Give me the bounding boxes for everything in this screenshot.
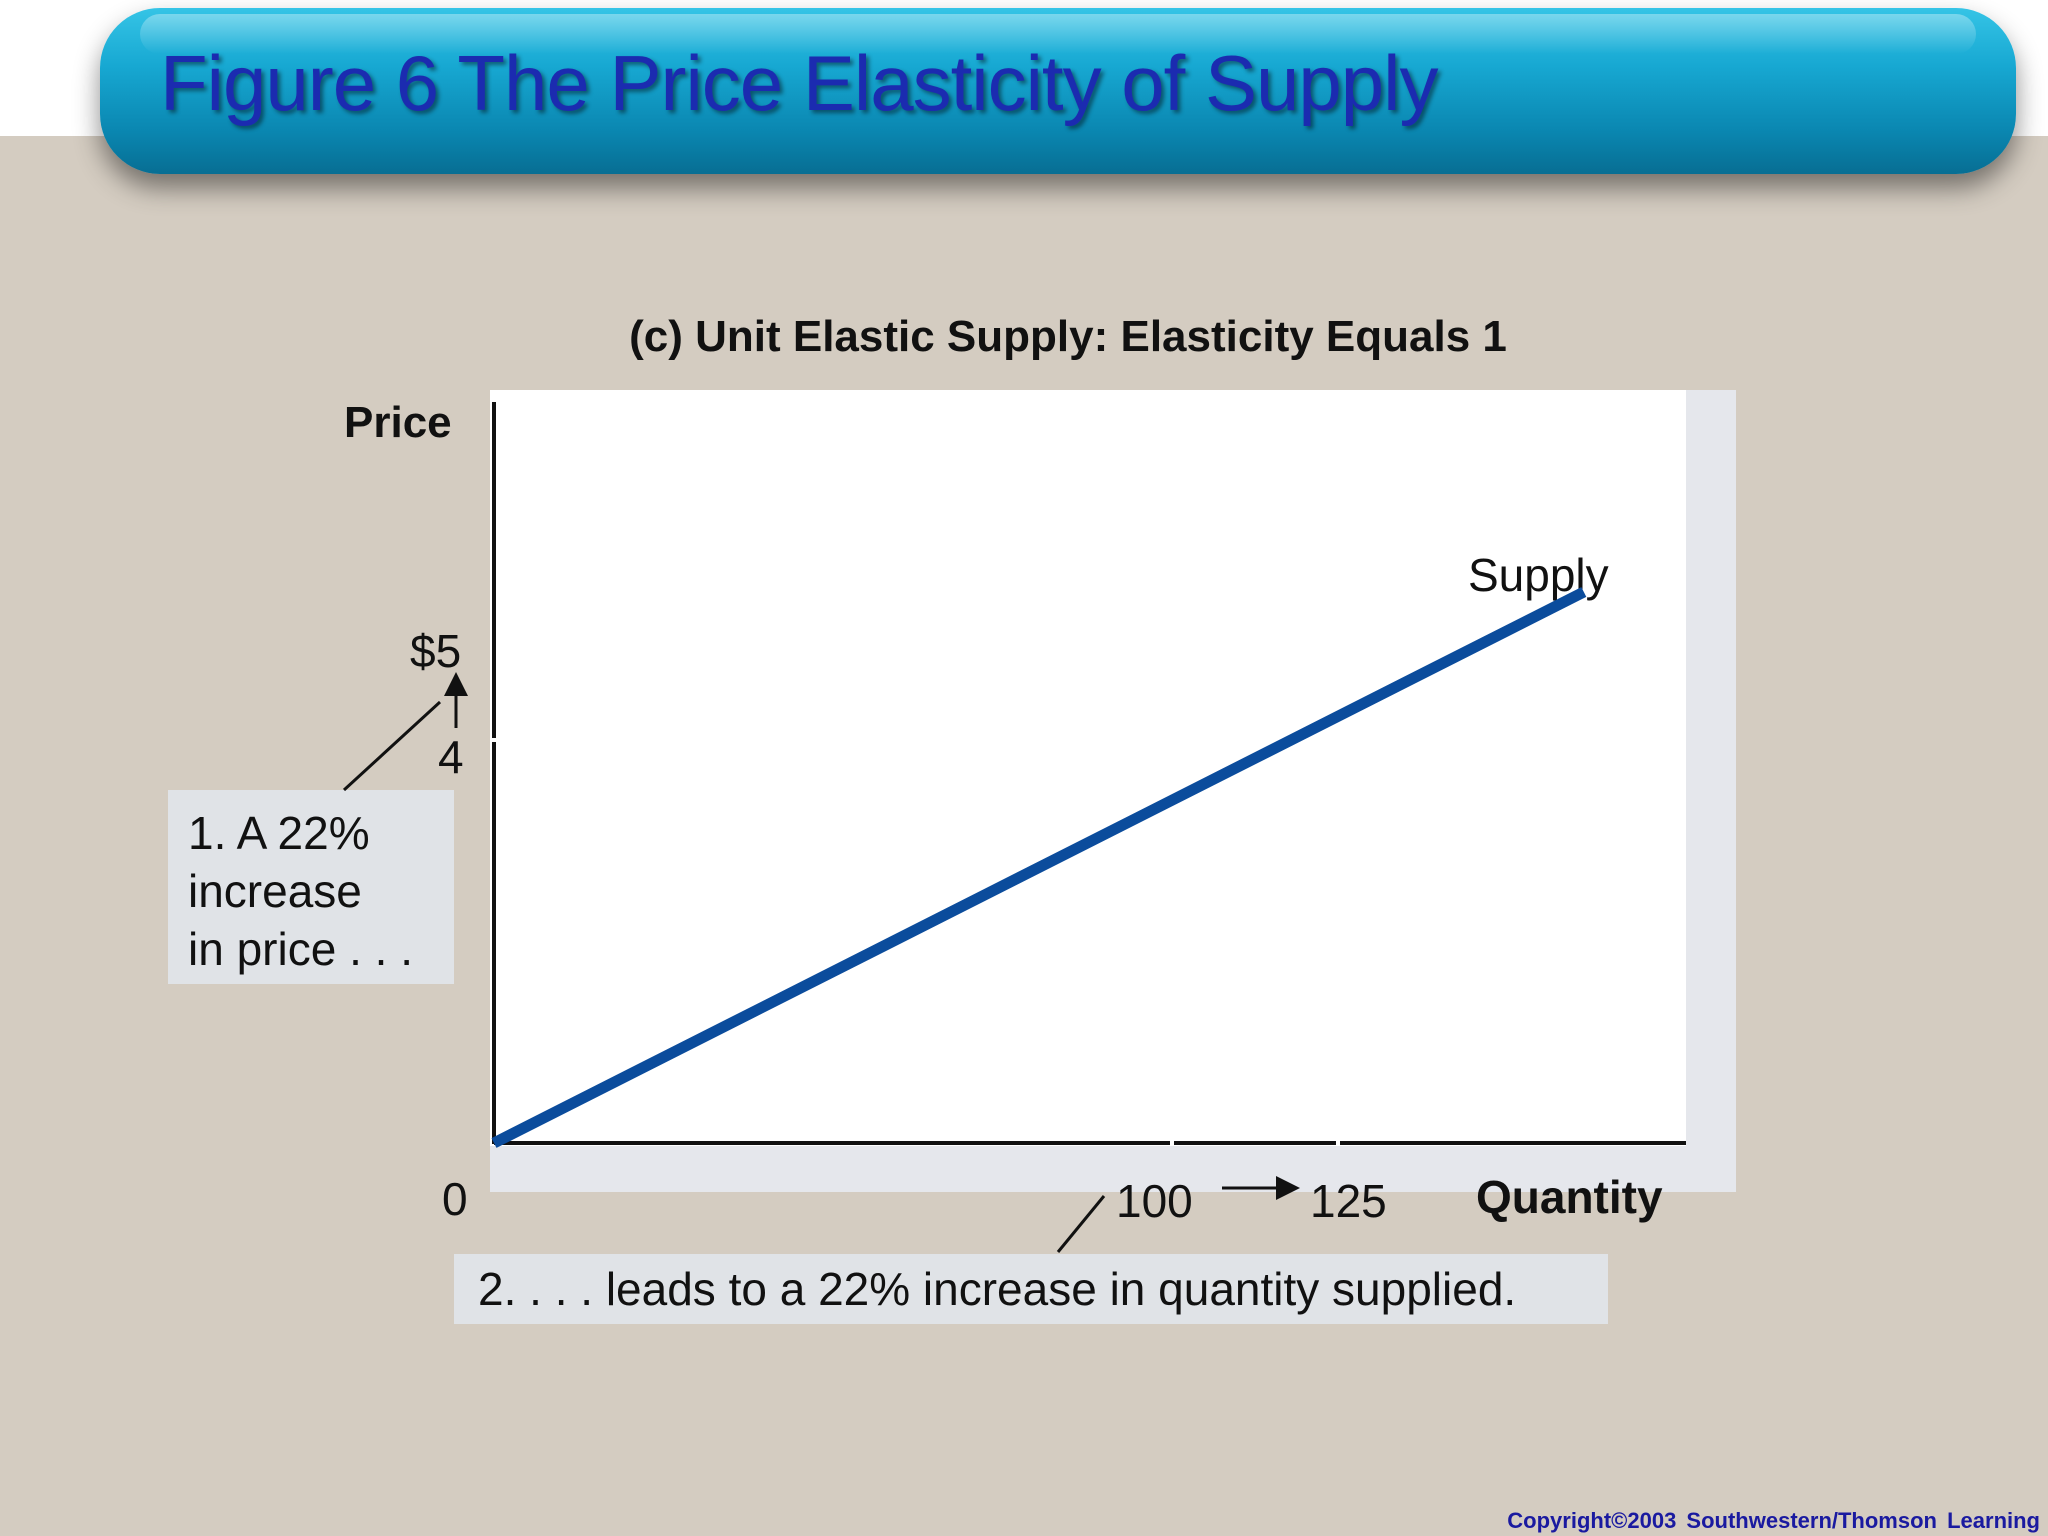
price-increase-annotation: 1. A 22% increase in price . . .	[168, 790, 454, 984]
x-tick-label-125: 125	[1310, 1175, 1387, 1227]
price-annotation-leader	[342, 700, 442, 792]
annotation-line: in price . . .	[188, 923, 413, 975]
annotation-line: increase	[188, 865, 362, 917]
x-axis-label: Quantity	[1476, 1171, 1663, 1223]
plot-area	[490, 390, 1686, 1146]
slide-title: Figure 6 The Price Elasticity of Supply	[160, 39, 1438, 127]
copyright-notice: Copyright©2003 Southwestern/Thomson Lear…	[1507, 1508, 2040, 1533]
y-tick-label-4: 4	[438, 731, 464, 783]
annotation-line: 1. A 22%	[188, 807, 370, 859]
chart-title: (c) Unit Elastic Supply: Elasticity Equa…	[629, 312, 1507, 361]
title-banner	[100, 8, 2016, 174]
x-tick-label-100: 100	[1116, 1175, 1193, 1227]
quantity-annotation-leader	[1056, 1195, 1106, 1253]
y-tick-label-5: $5	[410, 625, 462, 677]
series-layer	[491, 587, 1587, 1148]
quantity-increase-annotation: 2. . . . leads to a 22% increase in quan…	[454, 1254, 1608, 1324]
supply-curve-line	[491, 587, 1587, 1148]
origin-label: 0	[442, 1173, 468, 1225]
supply-curve-label: Supply	[1468, 549, 1609, 601]
y-axis-label: Price	[344, 398, 452, 447]
